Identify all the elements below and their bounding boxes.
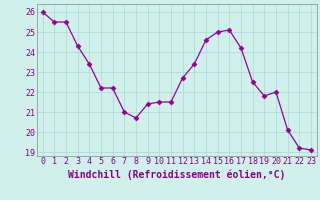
X-axis label: Windchill (Refroidissement éolien,°C): Windchill (Refroidissement éolien,°C) — [68, 169, 285, 180]
